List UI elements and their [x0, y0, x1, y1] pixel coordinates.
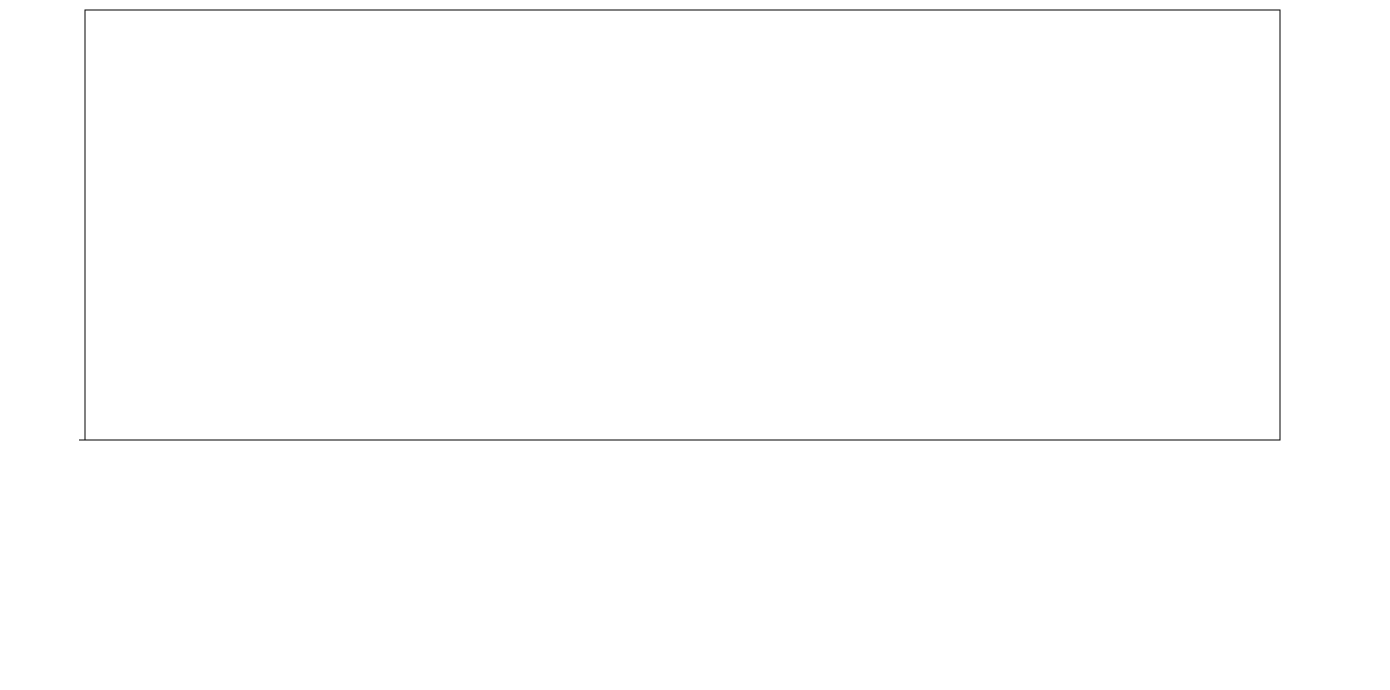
figure: [0, 0, 1390, 690]
main-chart-frame: [85, 10, 1280, 440]
